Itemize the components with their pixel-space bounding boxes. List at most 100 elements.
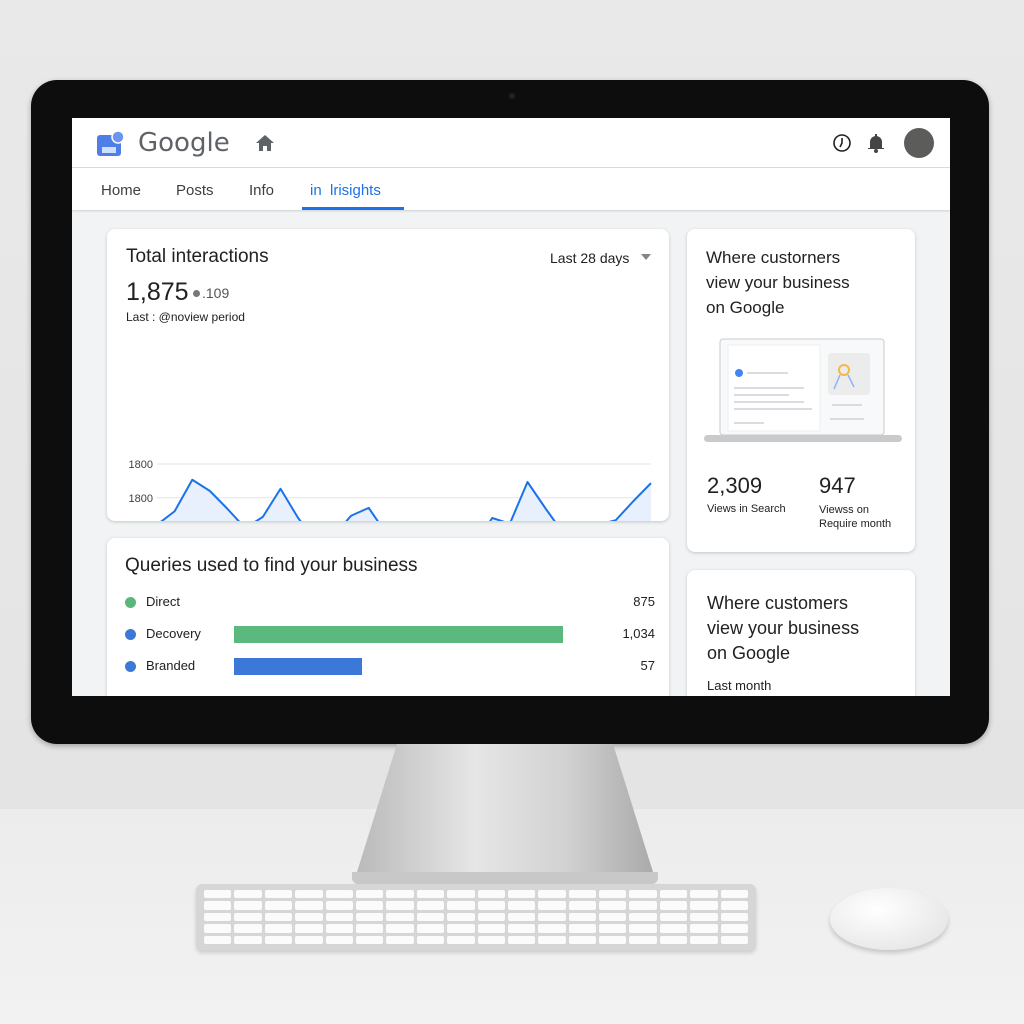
key — [234, 924, 262, 933]
query-label: Direct — [146, 594, 180, 609]
key — [629, 924, 657, 933]
views-in-search-value: 2,309 — [707, 473, 763, 498]
tab-bar: Home Posts Info in lrisights — [72, 168, 950, 210]
key — [690, 901, 718, 910]
tab-posts[interactable]: Posts — [176, 182, 214, 199]
key — [720, 901, 748, 910]
key — [416, 890, 445, 899]
keyboard — [196, 884, 756, 950]
query-row: Branded 57 — [125, 657, 655, 677]
label-line: Viewss on — [819, 504, 869, 516]
key — [507, 935, 536, 944]
key — [264, 924, 293, 933]
card-title: Where customers view your business on Go… — [707, 591, 859, 666]
home-icon[interactable] — [255, 134, 275, 152]
key — [447, 901, 475, 910]
key — [568, 912, 597, 922]
key — [204, 924, 232, 933]
key — [355, 924, 384, 933]
key — [690, 924, 718, 933]
key — [629, 890, 657, 899]
mouse — [830, 888, 948, 950]
key — [234, 901, 262, 910]
tab-insights[interactable]: in lrisights — [310, 182, 381, 199]
key — [234, 912, 262, 922]
business-profile-logo-icon[interactable] — [96, 130, 124, 158]
laptop-illustration — [704, 338, 902, 442]
monitor-stand — [355, 744, 655, 879]
key — [447, 924, 475, 933]
key — [204, 890, 232, 899]
bell-icon[interactable] — [865, 132, 887, 154]
key — [599, 924, 627, 933]
key — [507, 912, 536, 922]
query-row: Decovery 1,034 — [125, 625, 655, 645]
legend-dot-icon — [125, 629, 136, 640]
card-title: Queries used to find your business — [125, 555, 418, 576]
key — [386, 912, 414, 922]
date-range-dropdown[interactable]: Last 28 days — [550, 250, 630, 266]
brand-name: Google — [138, 128, 230, 158]
webcam — [509, 93, 515, 99]
interactions-delta: .109 — [202, 285, 230, 301]
key — [538, 890, 566, 899]
key — [599, 935, 627, 944]
key — [538, 935, 566, 944]
key — [295, 912, 323, 922]
key — [447, 912, 475, 922]
tab-home[interactable]: Home — [101, 182, 142, 199]
key — [629, 912, 657, 922]
key — [659, 890, 688, 899]
delta-dot-icon — [193, 290, 200, 297]
key — [416, 901, 445, 910]
key — [264, 935, 293, 944]
tab-info[interactable]: Info — [249, 182, 275, 199]
query-row: Direct 875 — [125, 593, 655, 613]
query-bar — [234, 658, 363, 675]
key — [295, 935, 323, 944]
key — [204, 935, 232, 944]
key — [355, 890, 384, 899]
key — [538, 912, 566, 922]
key — [447, 935, 475, 944]
interactions-value: 1,875 — [126, 278, 189, 306]
key — [720, 912, 748, 922]
key — [325, 912, 353, 922]
key — [659, 935, 688, 944]
key — [416, 912, 445, 922]
chevron-down-icon[interactable] — [641, 254, 651, 260]
screen: Google Home Posts Info in lrisights Tota… — [72, 118, 950, 696]
area-fill — [161, 479, 651, 521]
key — [204, 912, 232, 922]
key — [720, 890, 748, 899]
key — [264, 890, 293, 899]
key — [355, 935, 384, 944]
views-on-maps-label: Viewss on Require month — [819, 503, 891, 531]
key — [264, 901, 293, 910]
key — [416, 935, 445, 944]
avatar[interactable] — [904, 128, 934, 158]
views-on-maps-value: 947 — [819, 473, 856, 498]
key — [690, 935, 718, 944]
key — [477, 912, 505, 922]
key — [416, 924, 445, 933]
key — [507, 890, 536, 899]
card-title: Total interactions — [126, 246, 269, 267]
key — [507, 901, 536, 910]
key — [295, 924, 323, 933]
key — [477, 924, 505, 933]
key — [720, 924, 748, 933]
key — [659, 924, 688, 933]
title-line: view your business — [707, 618, 860, 638]
query-value: 875 — [633, 594, 655, 609]
history-icon[interactable] — [831, 132, 853, 154]
title-line: on Google — [707, 643, 791, 663]
key — [690, 890, 718, 899]
key — [386, 901, 414, 910]
key — [295, 901, 323, 910]
comparison-label: Last : @noview period — [126, 310, 245, 324]
total-interactions-card: Total interactions Last 28 days 1,875 .1… — [107, 229, 669, 521]
y-tick-label: 1800 — [129, 493, 153, 505]
query-value: 57 — [640, 658, 655, 673]
interactions-chart: 030060018001800Mar 14Mar 21Mar 23Mar 21M… — [129, 459, 652, 521]
